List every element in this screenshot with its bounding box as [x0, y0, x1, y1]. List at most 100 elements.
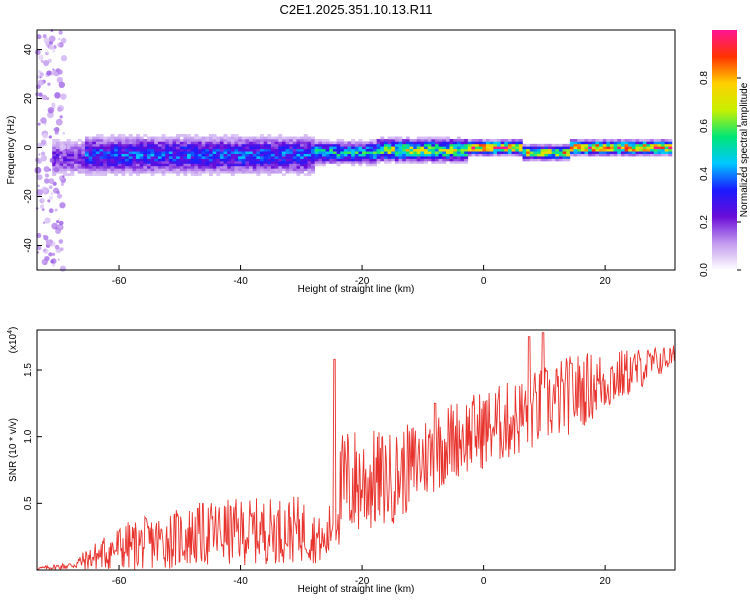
spectrogram-cell	[599, 153, 603, 157]
spectrogram-cell	[245, 165, 250, 169]
spectrogram-cell	[263, 158, 268, 162]
spectrogram-cell	[394, 151, 399, 154]
spectrogram-cell	[161, 161, 166, 164]
spectrogram-cell	[318, 148, 323, 152]
spectrogram-cell	[307, 141, 312, 145]
spectrogram-cell	[507, 143, 512, 147]
spectrogram-cell	[402, 143, 407, 147]
spectrogram-cell	[336, 151, 341, 154]
spectrogram-cell	[573, 141, 578, 145]
spectrogram-cell	[219, 138, 224, 142]
spectrogram-cell	[125, 141, 130, 145]
spectrogram-cell	[332, 148, 337, 152]
spectrogram-cell	[511, 143, 516, 147]
spectrogram-cell	[300, 168, 305, 172]
spectrogram-cell	[661, 148, 665, 152]
spectrogram-cell	[442, 158, 447, 162]
spectrogram-cell	[161, 146, 166, 150]
spectrogram-cell	[558, 153, 563, 157]
spectrogram-cell	[259, 170, 264, 174]
spectrogram-cell	[85, 148, 89, 152]
spectrogram-cell	[176, 163, 181, 167]
spectrogram-cell	[588, 151, 593, 154]
spectrogram-cell	[223, 136, 228, 140]
spectrogram-cell	[489, 148, 494, 152]
spectrogram-cell	[624, 138, 629, 142]
spectrogram-cell	[599, 146, 603, 150]
spectrogram-cell	[373, 163, 377, 167]
spectrogram-cell	[303, 163, 308, 167]
spectrogram-cell	[336, 138, 341, 142]
spectrogram-speckle	[58, 239, 64, 244]
spectrogram-cell	[136, 151, 140, 154]
spectrogram-cell	[427, 158, 432, 162]
spectrogram-cell	[321, 163, 326, 167]
spectrogram-cell	[653, 148, 658, 152]
spectrogram-cell	[270, 161, 275, 164]
spectrogram-cell	[59, 168, 64, 172]
spectrogram-cell	[278, 161, 283, 164]
spectrogram-cell	[493, 141, 498, 145]
spectrogram-cell	[263, 156, 268, 159]
spectrogram-cell	[369, 151, 374, 154]
spectrogram-cell	[376, 141, 381, 145]
spectrogram-cell	[434, 141, 439, 145]
spectrogram-cell	[241, 170, 246, 174]
spectrogram-cell	[205, 141, 210, 145]
spectrogram-cell	[263, 138, 268, 142]
spectrogram-cell	[194, 161, 199, 164]
spectrogram-speckle	[41, 94, 48, 101]
spectrogram-cell	[566, 143, 571, 147]
spectrogram-cell	[318, 151, 323, 154]
spectrogram-cell	[263, 146, 268, 150]
spectrogram-cell	[416, 158, 421, 162]
spectrogram-cell	[77, 146, 82, 150]
spectrogram-cell	[321, 138, 326, 142]
spectrogram-cell	[55, 151, 60, 154]
spectrogram-cell	[416, 141, 421, 145]
spectrogram-cell	[300, 158, 305, 162]
spectrogram-cell	[110, 158, 115, 162]
spectrogram-cell	[70, 148, 75, 152]
spectrogram-cell	[416, 151, 421, 154]
spectrogram-cell	[569, 146, 574, 150]
spectrogram-cell	[114, 143, 119, 147]
spectrogram-cell	[515, 151, 520, 154]
spectrogram-cell	[289, 153, 294, 157]
spectrogram-cell	[176, 148, 181, 152]
spectrogram-cell	[143, 141, 148, 145]
spectrogram-cell	[52, 170, 57, 174]
spectrogram-cell	[208, 165, 213, 169]
spectrogram-cell	[533, 153, 538, 157]
spectrogram-cell	[318, 158, 323, 162]
spectrogram-cell	[453, 141, 458, 145]
spectrogram-cell	[190, 158, 195, 162]
snr-x-tick-label: 20	[600, 576, 612, 587]
spectrogram-cell	[241, 148, 246, 152]
spectrogram-cell	[66, 153, 71, 157]
spectrogram-cell	[646, 143, 651, 147]
spectrogram-cell	[263, 148, 268, 152]
spectrogram-cell	[595, 146, 600, 150]
spectrogram-cell	[143, 143, 148, 147]
spectrogram-cell	[165, 163, 170, 167]
spectrogram-cell	[230, 168, 235, 172]
spectrogram-speckle	[52, 263, 56, 267]
spectrogram-cell	[117, 168, 122, 172]
spectrogram-speckle	[57, 69, 63, 75]
spectrogram-cell	[664, 138, 669, 142]
spectrogram-cell	[183, 141, 188, 145]
spectrogram-cell	[467, 146, 472, 150]
spectrogram-cell	[121, 143, 126, 147]
spectrogram-cell	[238, 141, 243, 145]
spectrogram-cell	[259, 168, 264, 172]
spectrogram-cell	[168, 168, 173, 172]
spectrogram-cell	[117, 161, 122, 164]
spectrogram-cell	[136, 158, 140, 162]
spectrogram-cell	[449, 148, 454, 152]
spectrogram-cell	[95, 153, 100, 157]
spectrogram-cell	[172, 151, 177, 154]
spectrogram-cell	[216, 151, 221, 154]
spectrogram-cell	[354, 151, 359, 154]
spectrogram-cell	[486, 143, 490, 147]
